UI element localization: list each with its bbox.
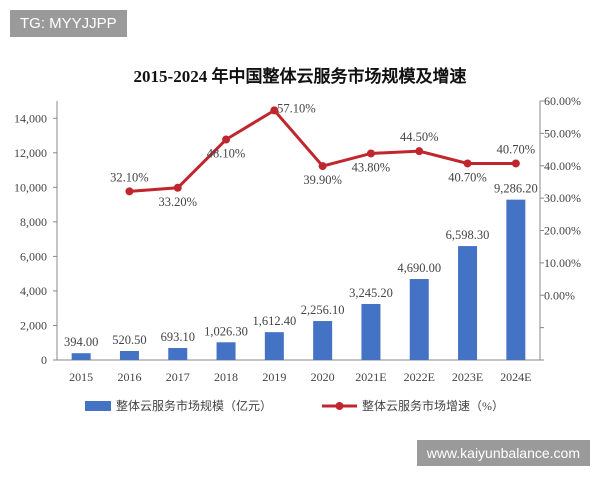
right-tick-label: 0.00%	[544, 288, 575, 302]
growth-point	[318, 162, 327, 171]
growth-label: 40.70%	[448, 170, 487, 184]
bar-label: 4,690.00	[397, 261, 441, 275]
legend-line-marker	[335, 402, 344, 410]
bar	[71, 353, 91, 360]
x-tick-label: 2017	[166, 370, 190, 384]
bar-label: 6,598.30	[446, 228, 490, 242]
left-tick-label: 10,000	[14, 180, 47, 194]
bar-label: 3,245.20	[349, 286, 393, 300]
right-tick-label: 60.00%	[544, 94, 581, 108]
x-tick-label: 2022E	[404, 370, 435, 384]
growth-label: 33.20%	[158, 195, 197, 209]
growth-point	[222, 135, 231, 144]
left-tick-label: 4,000	[20, 284, 47, 298]
growth-label: 39.90%	[303, 173, 342, 187]
growth-point	[511, 159, 520, 168]
bar	[361, 303, 381, 360]
bar-label: 520.50	[112, 333, 146, 347]
legend-bar-label: 整体云服务市场规模（亿元）	[116, 398, 272, 413]
x-tick-label: 2015	[69, 370, 93, 384]
bar-label: 693.10	[161, 330, 195, 344]
growth-point	[173, 183, 182, 192]
right-tick-label: 20.00%	[544, 224, 581, 238]
x-tick-label: 2018	[214, 370, 238, 384]
watermark-bottom-right: www.kaiyunbalance.com	[416, 440, 590, 466]
bar-label: 2,256.10	[301, 303, 345, 317]
bar	[119, 351, 139, 360]
growth-label: 40.70%	[497, 142, 536, 156]
bar-label: 1,026.30	[204, 324, 248, 338]
growth-point	[463, 159, 472, 168]
bar	[409, 279, 429, 360]
left-tick-label: 2,000	[20, 318, 47, 332]
growth-point	[415, 147, 424, 156]
bar	[168, 348, 188, 360]
left-tick-label: 8,000	[20, 215, 47, 229]
left-tick-label: 6,000	[20, 249, 47, 263]
left-tick-label: 12,000	[14, 146, 47, 160]
left-tick-label: 14,000	[14, 111, 47, 125]
legend-bar-swatch	[85, 401, 111, 411]
chart-title: 2015-2024 年中国整体云服务市场规模及增速	[133, 67, 467, 86]
legend-line-label: 整体云服务市场增速（%）	[362, 398, 504, 413]
bar-label: 394.00	[64, 335, 98, 349]
bar-label: 9,286.20	[494, 182, 538, 196]
x-tick-label: 2024E	[500, 370, 531, 384]
growth-point	[366, 149, 375, 158]
x-tick-label: 2019	[262, 370, 286, 384]
right-tick-label: 50.00%	[544, 126, 581, 140]
right-tick-label: 30.00%	[544, 191, 581, 205]
growth-label: 32.10%	[110, 170, 149, 184]
x-tick-label: 2020	[311, 370, 335, 384]
bar	[216, 342, 236, 360]
growth-point	[125, 187, 134, 196]
x-tick-label: 2016	[117, 370, 141, 384]
growth-label: 43.80%	[352, 160, 391, 174]
bar	[264, 332, 284, 360]
watermark-top-left: TG: MYYJJPP	[10, 10, 127, 37]
growth-point	[270, 106, 279, 115]
bar-label: 1,612.40	[252, 314, 296, 328]
right-tick-label: 40.00%	[544, 159, 581, 173]
bar	[313, 321, 333, 360]
left-tick-label: 0	[41, 353, 47, 367]
growth-label: 48.10%	[207, 147, 246, 161]
right-tick-label: 10.00%	[544, 256, 581, 270]
bar	[506, 199, 526, 360]
x-tick-label: 2021E	[355, 370, 386, 384]
growth-label: 57.10%	[277, 101, 316, 115]
bar	[458, 246, 478, 360]
x-tick-label: 2023E	[452, 370, 483, 384]
growth-label: 44.50%	[400, 130, 439, 144]
